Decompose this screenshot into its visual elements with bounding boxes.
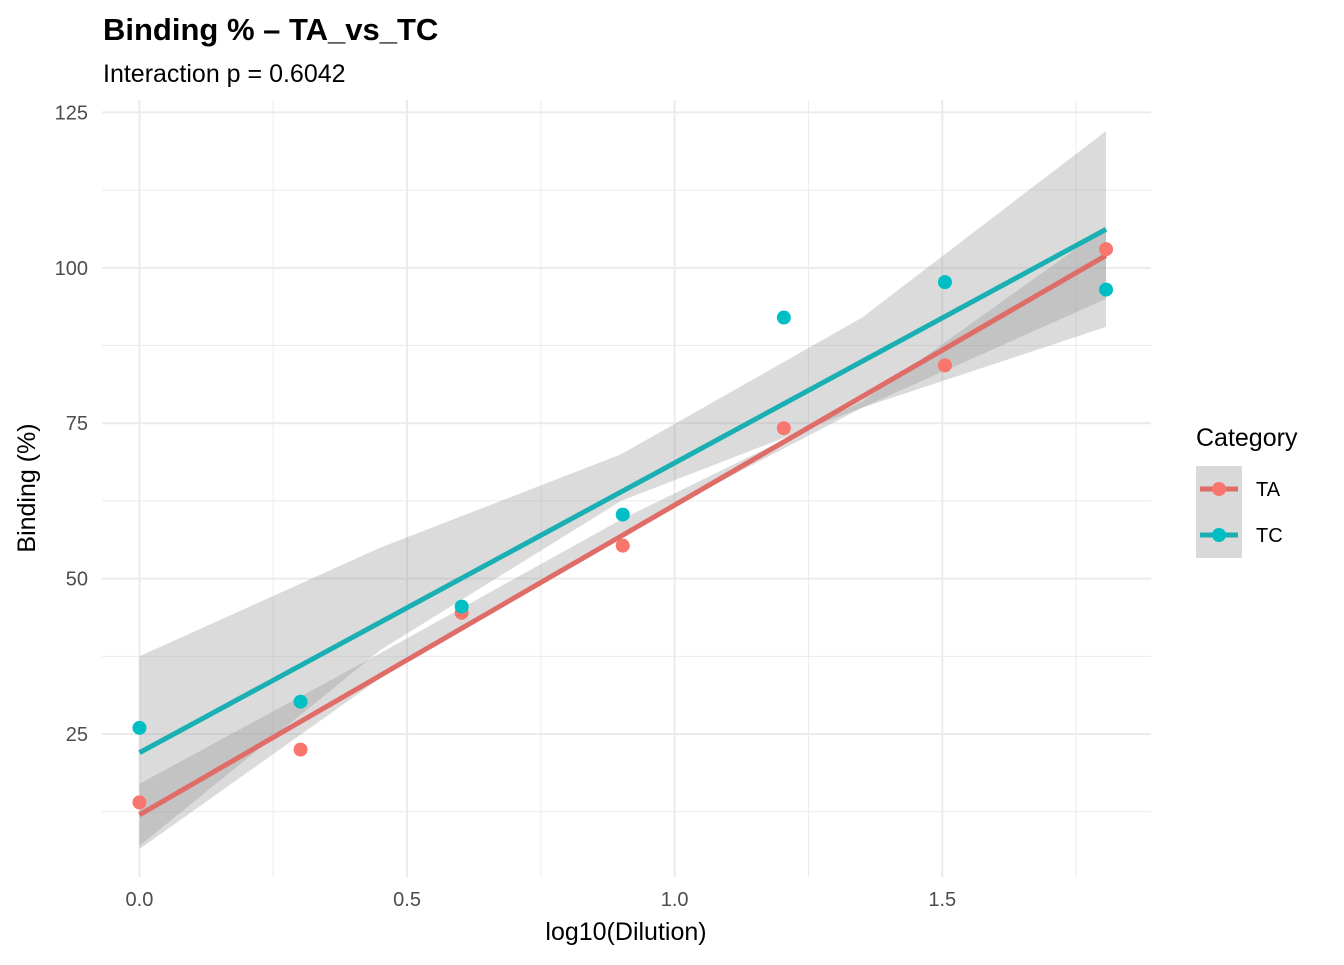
data-point-ta [615,538,630,553]
tick-label-layer: 0.0 0.5 1.0 1.5 25 50 75 100 125 [55,102,957,911]
y-tick-label: 25 [66,724,88,746]
legend-label-tc: TC [1256,525,1283,547]
y-axis-title: Binding (%) [13,423,41,552]
chart-subtitle: Interaction p = 0.6042 [103,60,346,88]
y-tick-label: 125 [55,102,88,124]
data-point-ta [776,421,791,436]
x-tick-label: 1.0 [661,889,689,911]
data-point-ta [132,795,147,810]
x-tick-label: 0.5 [393,889,421,911]
fit-line-layer [138,227,1108,818]
x-tick-label: 0.0 [126,889,154,911]
x-axis-title: log10(Dilution) [545,918,706,946]
data-point-tc [615,507,630,522]
data-point-ta [1099,242,1114,257]
y-tick-label: 50 [66,569,88,591]
data-point-tc [293,694,308,709]
chart-title: Binding % – TA_vs_TC [103,12,438,47]
legend: Category TA TC [1196,424,1298,558]
data-point-ta [937,358,952,373]
legend-key-point-ta [1212,482,1226,496]
legend-key-point-tc [1212,528,1226,542]
data-point-tc [454,599,469,614]
legend-label-ta: TA [1256,479,1281,501]
fit-line-ta [138,253,1108,818]
legend-title: Category [1196,424,1298,452]
data-point-tc [776,310,791,325]
y-tick-label: 75 [66,413,88,435]
data-point-tc [132,720,147,735]
data-point-ta [293,742,308,757]
grid-layer [102,100,1151,877]
data-point-tc [1099,282,1114,297]
data-point-tc [937,275,952,290]
y-tick-label: 100 [55,258,88,280]
point-layer [132,242,1114,810]
fit-line-tc [138,227,1108,755]
x-tick-label: 1.5 [928,889,956,911]
